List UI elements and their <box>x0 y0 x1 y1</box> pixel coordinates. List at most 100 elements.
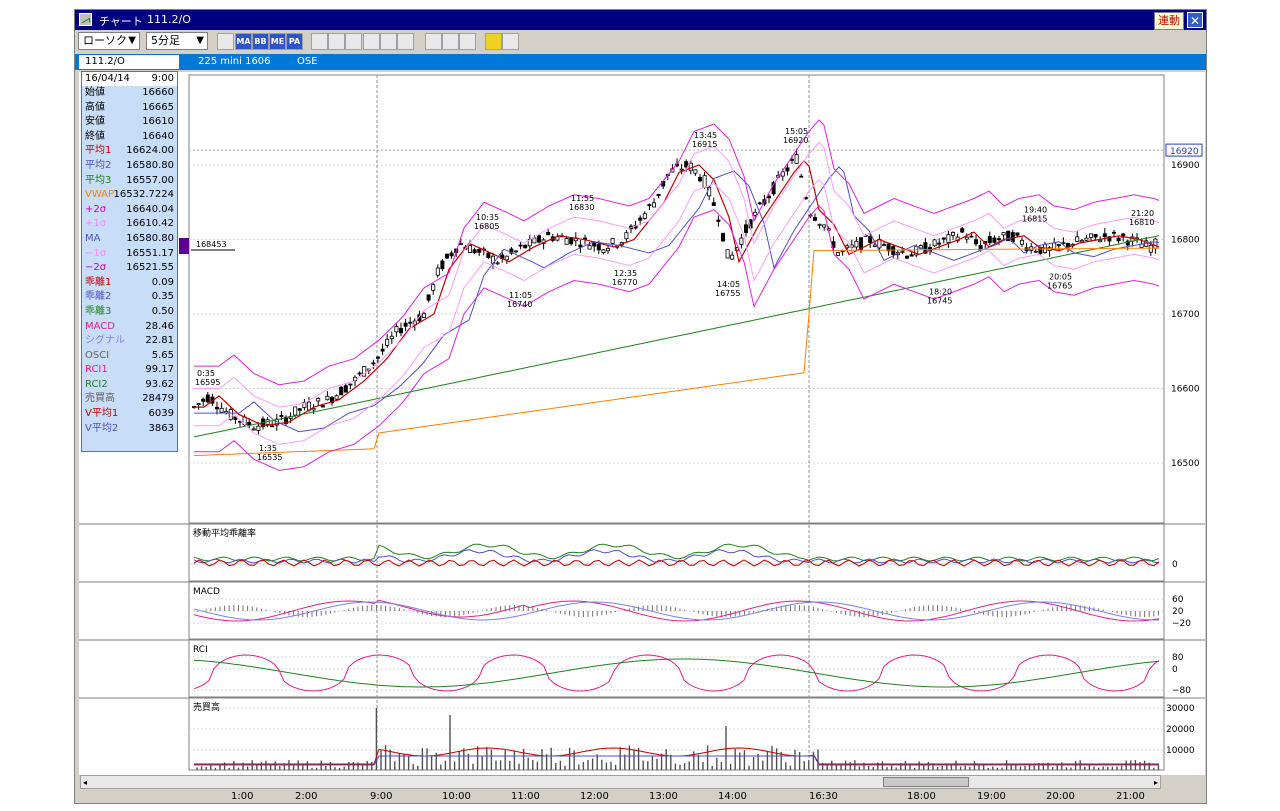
annotation-price: 16805 <box>474 222 499 231</box>
bollinger-icon[interactable]: BB <box>252 33 269 50</box>
price-chart[interactable]: 16900 16800 16700 16600 16500 16920 168453 0:35… <box>79 72 1205 775</box>
data-row-label: 乖離1 <box>85 276 112 288</box>
candle-body <box>256 425 261 431</box>
fibonacci-icon[interactable] <box>502 33 519 50</box>
reference-line-label: 168453 <box>196 240 227 249</box>
candle-body <box>408 321 413 324</box>
kairi3-line <box>193 543 1160 562</box>
data-row: 安値 16610 <box>82 115 177 130</box>
candle-body <box>932 239 937 247</box>
settings-icon[interactable] <box>397 33 414 50</box>
data-row-label: MA <box>85 232 101 244</box>
candle-body <box>1153 238 1158 249</box>
candle-body <box>716 219 721 222</box>
data-row-value: 16660 <box>142 87 174 98</box>
candle-body <box>964 236 969 240</box>
candle-body <box>518 244 523 247</box>
candle-body <box>951 231 956 236</box>
candle-body <box>380 348 385 352</box>
data-row-value: 16580.80 <box>126 232 174 244</box>
chart-area[interactable]: 16900 16800 16700 16600 16500 16920 168453 0:35… <box>79 71 1205 775</box>
mae-icon[interactable]: ME <box>269 33 286 50</box>
subpanel-title: RCI <box>193 645 208 655</box>
candle-body <box>311 407 316 411</box>
candle-body <box>1006 230 1011 242</box>
data-row-label: 安値 <box>85 116 105 128</box>
candle-body <box>196 403 201 406</box>
candle-body <box>532 237 537 244</box>
volume-axis-label: 30000 <box>1166 704 1195 714</box>
link-button[interactable]: 連動 <box>1154 12 1184 30</box>
pen-icon[interactable] <box>425 33 442 50</box>
annotation-time: 21:20 <box>1131 209 1154 218</box>
symbol-info-bar: 111.2/O 225 mini 1606 OSE <box>75 54 1206 70</box>
annotation-price: 16815 <box>1022 214 1047 223</box>
candle-body <box>334 395 339 400</box>
time-axis-label: 19:00 <box>977 791 1006 802</box>
data-row: V平均2 3863 <box>82 422 177 437</box>
data-row-label: +1σ <box>85 218 107 230</box>
candle-body <box>1075 236 1080 242</box>
time-scrollbar[interactable]: ◂ ▸ <box>80 775 1161 789</box>
data-row: 平均2 16580.80 <box>82 159 177 174</box>
candle-body <box>638 217 643 221</box>
candle-body <box>624 232 629 240</box>
magnifier-icon[interactable] <box>363 33 380 50</box>
line-chart-icon[interactable] <box>311 33 328 50</box>
chart-type-select[interactable]: ローソク ▼ <box>78 32 140 50</box>
candle-body <box>219 407 224 413</box>
candle-body <box>753 211 758 216</box>
chevron-down-icon: ▼ <box>196 35 204 46</box>
symbol-code[interactable]: 111.2/O <box>79 55 179 69</box>
candle-body <box>1061 242 1066 245</box>
indicator-icon[interactable] <box>380 33 397 50</box>
data-row: +1σ 16610.42 <box>82 217 177 232</box>
pa-icon[interactable]: PA <box>286 33 303 50</box>
candle-chart-icon[interactable] <box>328 33 345 50</box>
macd-axis-label: −20 <box>1172 619 1191 629</box>
interval-select[interactable]: 5分足 ▼ <box>146 32 208 50</box>
candle-body <box>960 228 965 233</box>
data-row: V平均1 6039 <box>82 407 177 422</box>
candle-body <box>1001 232 1006 236</box>
vwap-line <box>193 247 1159 457</box>
rci-axis-label: 0 <box>1172 665 1178 675</box>
candle-body <box>302 402 307 408</box>
candle-body <box>1079 239 1084 243</box>
candle-body <box>431 284 436 291</box>
scroll-thumb[interactable] <box>883 777 969 787</box>
scroll-right-icon[interactable]: ▸ <box>1153 778 1158 787</box>
chart-window: チャート 111.2/O 連動 ✕ ローソク ▼ 5分足 ▼ MA BB ME PA … <box>74 9 1207 804</box>
scroll-left-icon[interactable]: ◂ <box>83 778 88 787</box>
candle-body <box>467 245 472 253</box>
candle-body <box>509 248 514 254</box>
annotation-price: 16740 <box>507 300 532 309</box>
time-axis-label: 14:00 <box>718 791 747 802</box>
candle-body <box>656 193 661 197</box>
data-date: 16/04/14 <box>85 73 130 84</box>
data-row: −2σ 16521.55 <box>82 261 177 276</box>
volume-avg2-line <box>194 755 1159 766</box>
data-row: MACD 28.46 <box>82 320 177 335</box>
ma-icon[interactable]: MA <box>235 33 252 50</box>
candle-body <box>1107 236 1112 242</box>
print-icon[interactable] <box>485 33 502 50</box>
cursor-icon[interactable] <box>442 33 459 50</box>
candle-body <box>941 237 946 240</box>
data-row: −1σ 16551.17 <box>82 247 177 262</box>
rci-axis-label: 80 <box>1172 653 1184 663</box>
candle-body <box>1112 231 1117 234</box>
data-row-value: 16640.04 <box>126 203 174 215</box>
data-row-value: 16551.17 <box>126 247 174 259</box>
annotation-time: 13:45 <box>694 131 717 140</box>
annotation-price: 16915 <box>692 140 717 149</box>
zoom-chart-icon[interactable] <box>217 33 234 50</box>
title-bar[interactable]: チャート 111.2/O 連動 ✕ <box>75 10 1206 30</box>
data-row-label: 始値 <box>85 87 105 98</box>
candle-body <box>1148 244 1153 253</box>
time-axis-label: 12:00 <box>580 791 609 802</box>
point-figure-icon[interactable] <box>345 33 362 50</box>
current-price-label: 16920 <box>1170 147 1199 157</box>
close-icon[interactable]: ✕ <box>1187 12 1203 28</box>
eraser-icon[interactable] <box>459 33 476 50</box>
